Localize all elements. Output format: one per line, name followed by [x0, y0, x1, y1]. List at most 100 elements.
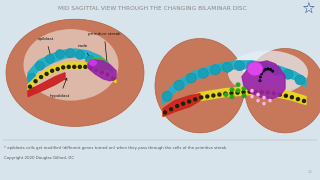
Circle shape: [222, 62, 232, 72]
Circle shape: [198, 68, 208, 78]
Circle shape: [229, 91, 234, 95]
Circle shape: [283, 69, 293, 79]
Text: Copyright 2020 Douglas Gillard, DC: Copyright 2020 Douglas Gillard, DC: [4, 156, 74, 160]
Ellipse shape: [245, 48, 320, 133]
Circle shape: [61, 65, 65, 70]
Circle shape: [100, 70, 104, 75]
Polygon shape: [242, 61, 285, 99]
Circle shape: [250, 95, 254, 98]
Circle shape: [186, 73, 196, 83]
Circle shape: [111, 76, 115, 81]
Polygon shape: [163, 87, 306, 116]
Circle shape: [199, 95, 204, 100]
Circle shape: [210, 65, 220, 75]
Circle shape: [94, 68, 99, 72]
Circle shape: [268, 99, 272, 102]
Text: 22: 22: [308, 170, 313, 174]
Circle shape: [72, 65, 76, 69]
Circle shape: [296, 97, 300, 101]
Circle shape: [55, 67, 60, 71]
Circle shape: [230, 94, 234, 99]
Circle shape: [264, 68, 267, 71]
Circle shape: [169, 107, 173, 111]
Circle shape: [250, 89, 254, 93]
Circle shape: [271, 65, 281, 75]
Text: * epiblasts cells get modified (different genes turned on) when they pass throug: * epiblasts cells get modified (differen…: [4, 146, 228, 150]
Ellipse shape: [23, 29, 118, 101]
Circle shape: [211, 93, 216, 98]
Polygon shape: [163, 94, 200, 116]
Polygon shape: [28, 73, 65, 97]
Circle shape: [242, 87, 246, 91]
Circle shape: [260, 90, 264, 94]
Ellipse shape: [6, 19, 144, 126]
Circle shape: [193, 97, 197, 102]
Circle shape: [236, 89, 240, 93]
Text: ☆: ☆: [301, 2, 315, 17]
Circle shape: [235, 91, 240, 95]
Polygon shape: [163, 61, 306, 105]
Circle shape: [50, 69, 54, 73]
Circle shape: [28, 73, 36, 82]
Circle shape: [259, 76, 262, 78]
Circle shape: [224, 93, 228, 97]
Circle shape: [103, 68, 113, 77]
Circle shape: [269, 68, 272, 71]
Circle shape: [55, 50, 65, 59]
Circle shape: [223, 91, 228, 96]
Circle shape: [181, 102, 185, 106]
Circle shape: [256, 93, 260, 96]
Text: hypoblast: hypoblast: [50, 78, 70, 98]
Circle shape: [266, 90, 270, 95]
Circle shape: [260, 72, 263, 75]
Circle shape: [45, 54, 54, 63]
Circle shape: [259, 79, 261, 82]
Circle shape: [66, 48, 75, 57]
Circle shape: [272, 91, 276, 96]
Circle shape: [83, 65, 88, 69]
Circle shape: [230, 87, 234, 92]
Circle shape: [174, 80, 184, 90]
Circle shape: [39, 75, 43, 79]
Circle shape: [187, 99, 191, 104]
Ellipse shape: [155, 39, 245, 133]
Circle shape: [259, 63, 269, 73]
Circle shape: [262, 96, 266, 99]
Circle shape: [175, 104, 179, 108]
Polygon shape: [28, 49, 112, 83]
Circle shape: [302, 99, 306, 103]
Text: MID SAGITTAL VIEW THROUGH THE CHANGING BILAMINAR DISC: MID SAGITTAL VIEW THROUGH THE CHANGING B…: [58, 6, 246, 11]
Text: node: node: [78, 44, 91, 60]
Circle shape: [162, 91, 172, 101]
Circle shape: [284, 94, 288, 98]
Circle shape: [205, 94, 210, 99]
Circle shape: [267, 67, 269, 70]
Circle shape: [247, 89, 252, 94]
Circle shape: [262, 70, 265, 73]
Ellipse shape: [228, 50, 308, 95]
Circle shape: [241, 90, 246, 94]
Circle shape: [236, 83, 240, 87]
Circle shape: [217, 92, 221, 97]
Circle shape: [95, 62, 105, 71]
Circle shape: [77, 65, 82, 69]
Circle shape: [44, 72, 49, 76]
Circle shape: [253, 90, 258, 94]
Circle shape: [163, 110, 167, 115]
Text: epiblast: epiblast: [38, 37, 54, 57]
Text: primitive streak: primitive streak: [88, 32, 121, 69]
Ellipse shape: [89, 59, 98, 66]
Circle shape: [271, 70, 274, 73]
Circle shape: [67, 65, 71, 69]
Circle shape: [33, 79, 38, 83]
Polygon shape: [88, 60, 116, 81]
Circle shape: [36, 61, 44, 70]
Circle shape: [85, 55, 94, 64]
Circle shape: [242, 93, 246, 98]
Circle shape: [295, 75, 305, 85]
Circle shape: [278, 92, 282, 97]
Polygon shape: [88, 58, 108, 70]
Circle shape: [235, 61, 244, 71]
Circle shape: [290, 95, 294, 99]
Ellipse shape: [247, 62, 263, 76]
